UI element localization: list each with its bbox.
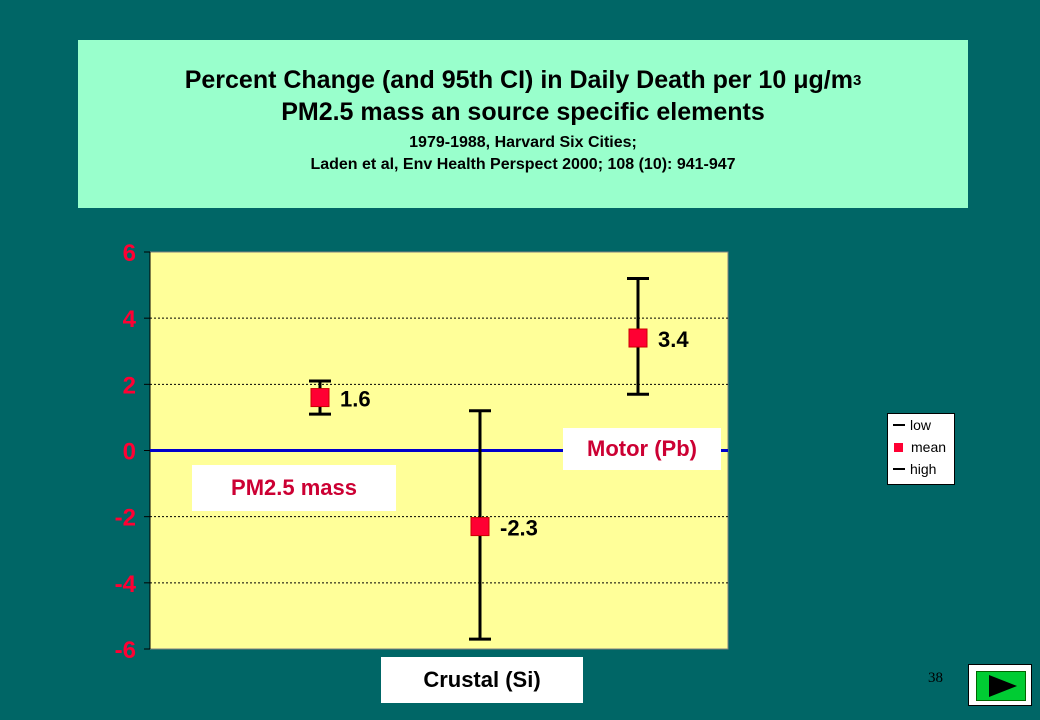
chart-subtitle-line1: 1979-1988, Harvard Six Cities; [409,134,637,151]
title-unit-text: μg/m [793,66,853,94]
data-label: -2.3 [500,516,538,541]
y-tick-label: 0 [123,439,136,466]
y-tick-label: 2 [123,372,136,399]
data-label: 1.6 [340,387,371,412]
chart-title: Percent Change (and 95th CI) in Daily De… [78,65,968,96]
legend-item-high: high [888,458,954,480]
chart-title-line2: PM2.5 mass an source specific elements [281,98,765,126]
legend-label-high: high [910,461,937,477]
category-label-pm25: PM2.5 mass [192,465,396,511]
category-label-crustal: Crustal (Si) [381,657,583,703]
mean-marker [310,388,330,408]
legend-label-low: low [910,417,932,433]
legend-line-icon [893,419,905,431]
y-tick-label: -6 [115,637,136,664]
next-button-face[interactable] [976,671,1026,701]
category-label-motor: Motor (Pb) [563,428,721,470]
y-tick-label: -2 [115,505,136,532]
mean-marker [628,328,648,348]
legend-square-icon [894,442,903,452]
legend: low mean high [887,413,955,485]
legend-item-low: low [888,414,954,436]
mean-marker [470,517,490,537]
title-box: Percent Change (and 95th CI) in Daily De… [78,40,968,208]
title-unit-superscript: 3 [852,72,862,89]
legend-line-icon [893,463,905,475]
page-number: 38 [928,670,943,686]
chart-subtitle-line2: Laden et al, Env Health Perspect 2000; 1… [310,156,736,173]
y-tick-label: 6 [123,240,136,267]
y-tick-label: 4 [123,306,137,333]
play-triangle-icon [989,675,1017,697]
title-main-text: Percent Change (and 95th CI) in Daily De… [184,66,794,94]
y-tick-label: -4 [115,571,137,598]
data-label: 3.4 [658,327,689,352]
legend-label-mean: mean [911,439,947,455]
next-slide-button[interactable] [968,664,1032,706]
legend-item-mean: mean [888,436,954,458]
